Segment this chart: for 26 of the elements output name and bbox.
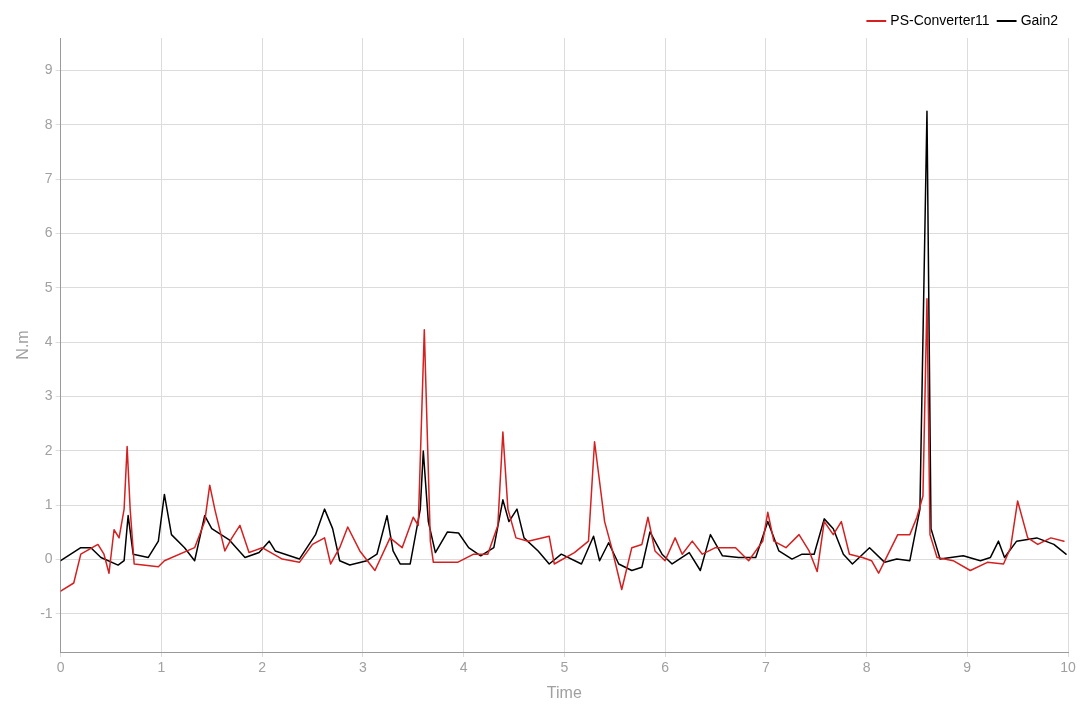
x-tick-label: 6: [661, 659, 670, 676]
x-tick-label: 5: [560, 659, 569, 676]
x-tick-label: 10: [1060, 659, 1076, 676]
y-axis-title: N.m: [14, 330, 32, 360]
x-tick-label: 3: [358, 659, 367, 676]
x-tick-label: 8: [862, 659, 871, 676]
y-tick-label: 4: [44, 333, 53, 350]
x-tick-label: 7: [761, 659, 770, 676]
x-tick-label: 1: [157, 659, 166, 676]
y-tick-label: 7: [44, 170, 53, 187]
y-tick-label: 1: [44, 496, 53, 513]
y-tick-label: 2: [44, 441, 53, 458]
x-axis-title: Time: [546, 683, 582, 701]
y-tick-label: 3: [44, 387, 53, 404]
x-tick-label: 0: [56, 659, 65, 676]
y-tick-label: 9: [44, 61, 53, 78]
x-tick-label: 9: [963, 659, 972, 676]
y-tick-label: 8: [44, 115, 53, 132]
y-tick-label: 0: [44, 550, 53, 567]
legend-label: Gain2: [1020, 11, 1059, 28]
y-tick-label: 5: [44, 278, 53, 295]
y-tick-label: 6: [44, 224, 53, 241]
x-tick-label: 4: [459, 659, 468, 676]
x-tick-label: 2: [258, 659, 267, 676]
legend-label: PS-Converter11: [890, 11, 990, 28]
y-tick-label: -1: [40, 604, 53, 621]
